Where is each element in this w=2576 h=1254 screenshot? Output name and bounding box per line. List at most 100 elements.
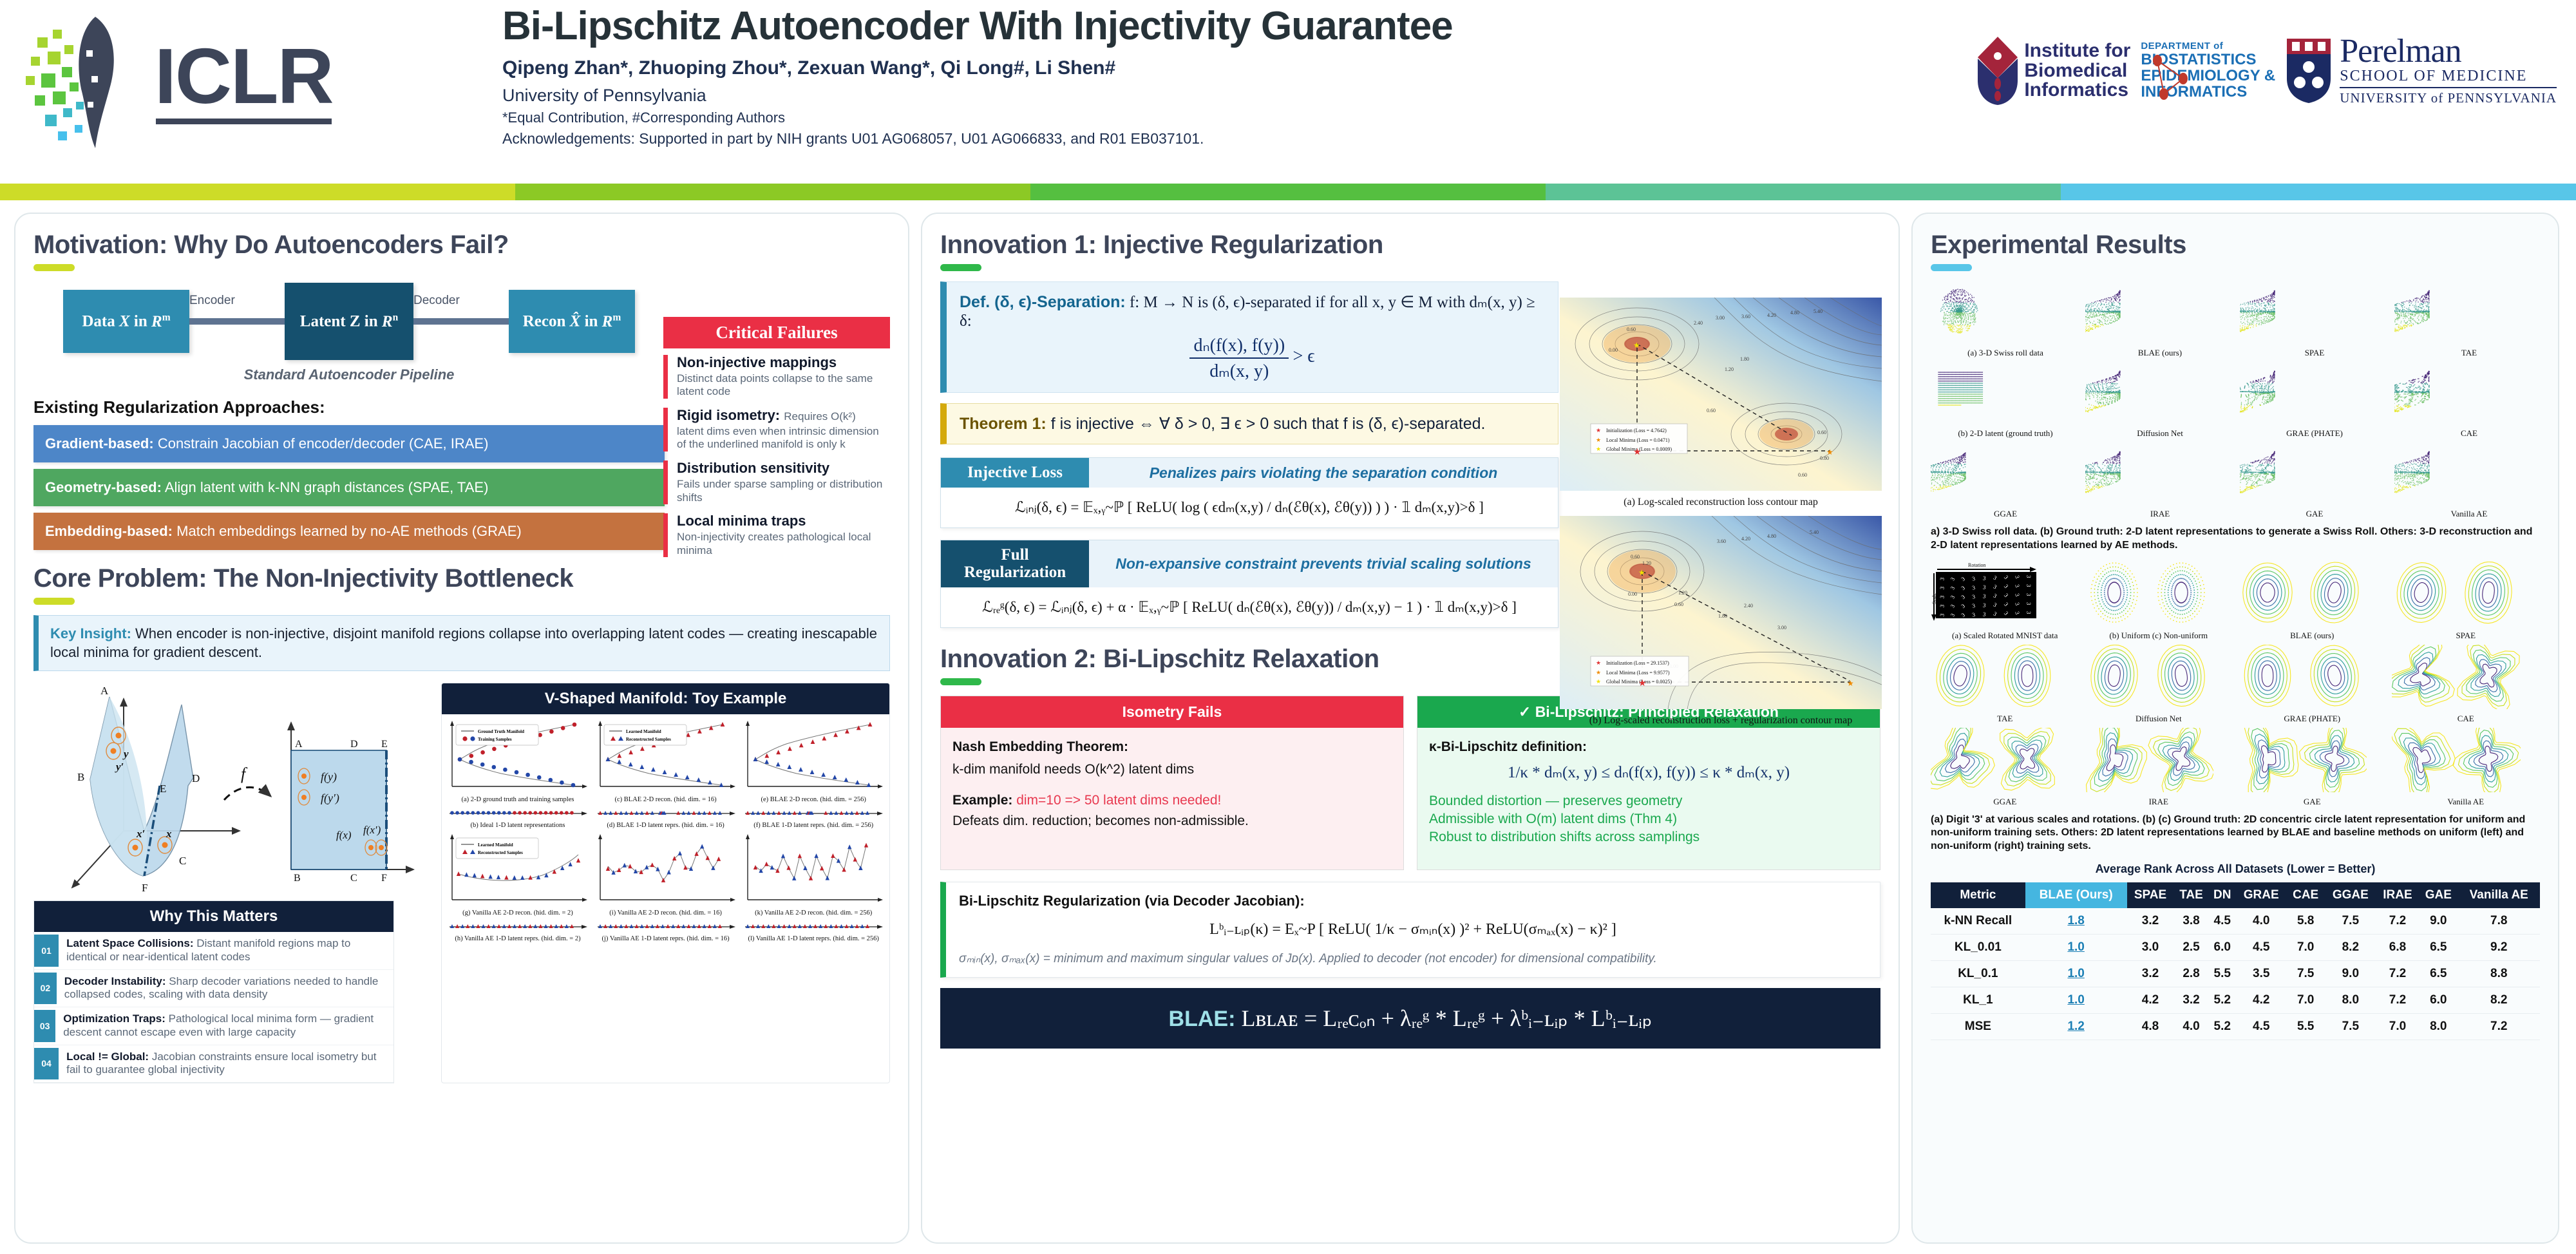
table-value-cell: 4.0 (2174, 1013, 2209, 1040)
failure-title: Rigid isometry: Requires O(k²) (677, 407, 856, 424)
swiss-roll-subfigure: (b) 2-D latent (ground truth) (1931, 362, 2080, 439)
approaches-heading: Existing Regularization Approaches: (33, 397, 325, 417)
page-title: Bi-Lipschitz Autoencoder With Injectivit… (502, 4, 1454, 48)
svg-text:0.60: 0.60 (1798, 472, 1807, 478)
mnist-subfigure: TAE (1931, 644, 2079, 724)
ibi-wordmark: Institute for Biomedical Informatics (2024, 41, 2130, 100)
table-row: 01 Latent Space Collisions: Distant mani… (34, 932, 393, 970)
innovation1-title: Innovation 1: Injective Regularization (940, 231, 1383, 259)
definition-eq-rhs: > ϵ (1293, 346, 1315, 366)
v-manifold-schematic: A B D E C F y y′ x′ x f (33, 683, 426, 895)
toy-example-panel: V-Shaped Manifold: Toy Example Ground Tr… (441, 683, 890, 1084)
contour-a-caption: (a) Log-scaled reconstruction loss conto… (1624, 497, 1818, 508)
isometry-example-tail: Defeats dim. reduction; becomes non-admi… (952, 813, 1249, 828)
failure-title: Non-injective mappings (677, 354, 837, 370)
definition-equation: dₙ(f(x), f(y)) dₘ(x, y) > ϵ (960, 334, 1545, 382)
table-value-cell: 2.5 (2174, 934, 2209, 961)
table-value-cell: 4.8 (2126, 1013, 2174, 1040)
results-table: Metric BLAE (Ours) SPAE TAE DN GRAE CAE GGAE IRA… (1931, 882, 2540, 1040)
jacobian-reg-equation: Lᵇᵢ₋ʟᵢₚ(κ) = Eₓ~P [ ReLU( 1/κ − σₘᵢₙ(x) … (1209, 920, 1616, 938)
swiss-roll-subfigure: GGAE (1921, 442, 2080, 519)
blae-label: BLAE: (1168, 1007, 1236, 1032)
table-header-cell: SPAE (2126, 882, 2174, 908)
table-header-cell: CAE (2286, 882, 2325, 908)
row-number: 02 (34, 972, 57, 1005)
penn-logo: Perelman SCHOOL OF MEDICINE UNIVERSITY o… (2286, 35, 2557, 106)
dept-network-icon (2153, 55, 2188, 100)
table-value-cell: 1.0 (2025, 934, 2127, 961)
table-value-cell: 7.8 (2458, 907, 2540, 935)
svg-text:1.20: 1.20 (1725, 366, 1734, 372)
bilipschitz-bullet: Bounded distortion — preserves geometry (1429, 793, 1683, 809)
nash-theorem-text: k-dim manifold needs O(k^2) latent dims (952, 762, 1195, 777)
swiss-roll-subfigure: GAE (2230, 442, 2389, 519)
table-value-cell: 7.2 (2458, 1013, 2540, 1040)
table-value-cell: 6.8 (2376, 934, 2420, 961)
swiss-roll-subfigure: TAE (2385, 281, 2544, 358)
dbei-logo: DEPARTMENT of BIOSTATISTICS EPIDEMIOLOGY… (2141, 41, 2275, 100)
core-problem-title: Core Problem: The Non-Injectivity Bottle… (33, 564, 574, 593)
table-value-cell: 3.8 (2174, 907, 2209, 935)
swiss-roll-subfigure: BLAE (ours) (2076, 281, 2235, 358)
bilipschitz-def-label: κ-Bi-Lipschitz definition: (1429, 739, 1587, 754)
table-header-cell: GAE (2419, 882, 2458, 908)
table-row: MSE 1.2 4.8 4.0 5.2 4.5 5.5 7.5 7.0 8.0 7.2 (1931, 1013, 2540, 1040)
svg-text:Reconstructed Samples: Reconstructed Samples (626, 737, 671, 742)
injective-loss-equation: ℒᵢₙⱼ(δ, ϵ) = 𝔼ₓ,ᵧ~ℙ [ ReLU( log ( ϵdₘ(x,… (1015, 499, 1484, 516)
table-value-cell: 6.0 (2208, 934, 2236, 961)
definition-separation-box: Def. (δ, ϵ)-Separation: f: M → N is (δ, … (940, 281, 1558, 393)
key-insight-label: Key Insight: (50, 625, 131, 641)
failure-item: Rigid isometry: Requires O(k²) latent di… (663, 407, 890, 452)
table-value-cell: 5.2 (2208, 1013, 2236, 1040)
approach-geometry-desc: Align latent with k-NN graph distances (… (164, 479, 489, 495)
svg-text:0.60: 0.60 (1707, 408, 1716, 413)
colorbar-segment (1030, 184, 1546, 200)
bilipschitz-bullet: Robust to distribution shifts across sam… (1429, 829, 1700, 844)
svg-text:f(y): f(y) (321, 770, 337, 784)
colorbar-segment (1546, 184, 2061, 200)
row-number: 04 (34, 1047, 59, 1080)
table-header-cell: DN (2208, 882, 2236, 908)
toy-subfigure-caption: (e) BLAE 2-D recon. (hid. dim. = 256) (761, 796, 866, 804)
svg-text:D: D (350, 739, 358, 750)
toy-subfigure: Learned Manifold Reconstructed Samples (… (446, 833, 590, 917)
swiss-roll-subfigure-caption: GGAE (1993, 509, 2018, 518)
failure-desc: latent dims even when intrinsic dimensio… (677, 424, 879, 451)
definition-eq-numerator: dₙ(f(x), f(y)) (1189, 334, 1289, 359)
contour-b-legend-2: Global Minima (Loss = 0.0025) (1606, 679, 1672, 685)
acknowledgements: Acknowledgements: Supported in part by N… (502, 130, 1204, 147)
mnist-subfigure-caption: GAE (2303, 796, 2321, 806)
mnist-subfigure: GGAE (1923, 715, 2079, 807)
definition-label: Def. (δ, ϵ)-Separation: (960, 293, 1126, 311)
mnist-subfigure: CAE (2379, 635, 2541, 724)
core-problem-accent-bar (33, 598, 75, 605)
svg-text:1.80: 1.80 (1740, 356, 1749, 362)
theorem1-box: Theorem 1: f is injective ⇔ ∀ δ > 0, ∃ ϵ… (940, 403, 1558, 444)
svg-text:y′: y′ (115, 761, 124, 773)
toy-subfigure-caption: (h) Vanilla AE 1-D latent reprs. (hid. d… (455, 935, 581, 943)
table-value-cell: 7.0 (2376, 1013, 2420, 1040)
table-value-cell: 9.0 (2324, 960, 2376, 987)
mnist-subfigure-caption: TAE (1997, 713, 2013, 723)
toy-subfigure-caption: (b) Ideal 1-D latent representations (470, 822, 565, 830)
contour-a-legend-0: Initialization (Loss = 4.7642) (1606, 428, 1667, 433)
table-value-cell: 4.5 (2208, 907, 2236, 935)
mnist-subfigure-caption: Diffusion Net (2135, 713, 2182, 723)
table-value-cell: 6.5 (2419, 934, 2458, 961)
mnist-subfigure: IRAE (2085, 714, 2233, 807)
nash-theorem-label: Nash Embedding Theorem: (952, 739, 1129, 754)
swiss-roll-subfigure-caption: (a) 3-D Swiss roll data (1967, 348, 2043, 357)
mnist-rotation-axis-label: Rotation (1968, 562, 1986, 568)
svg-text:1.80: 1.80 (1718, 613, 1727, 619)
row-number: 01 (34, 935, 59, 967)
mnist-subfigure: BLAE (ours) (2238, 562, 2387, 641)
toy-subfigure: (d) BLAE 1-D latent reprs. (hid. dim. = … (594, 804, 738, 829)
key-insight-text: When encoder is non-injective, disjoint … (50, 625, 878, 660)
swiss-roll-subfigure: CAE (2385, 362, 2544, 439)
author-list: Qipeng Zhan*, Zhuoping Zhou*, Zexuan Wan… (502, 57, 1116, 79)
injective-loss-block: Injective Loss Penalizes pairs violating… (940, 457, 1558, 529)
svg-text:E: E (381, 739, 388, 750)
approach-gradient-desc: Constrain Jacobian of encoder/decoder (C… (157, 435, 489, 451)
svg-text:4.20: 4.20 (1741, 536, 1750, 542)
failure-title: Local minima traps (677, 513, 806, 529)
